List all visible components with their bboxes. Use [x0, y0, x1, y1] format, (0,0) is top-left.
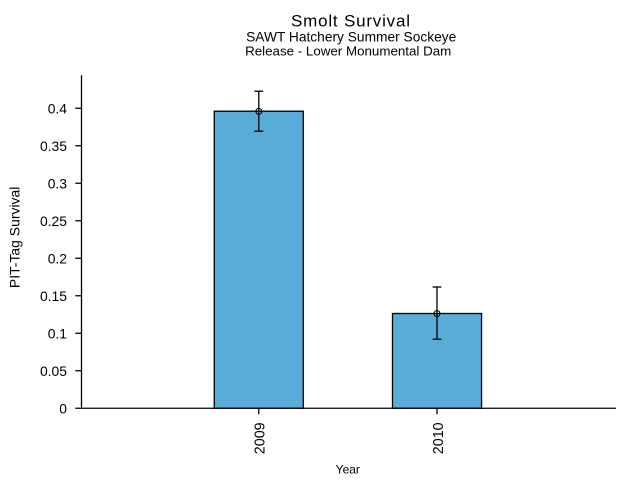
- svg-text:PIT-Tag Survival: PIT-Tag Survival: [7, 187, 23, 288]
- svg-text:Release - Lower Monumental Dam: Release - Lower Monumental Dam: [245, 43, 451, 58]
- svg-text:0.35: 0.35: [40, 138, 67, 154]
- svg-text:0.1: 0.1: [48, 325, 68, 341]
- svg-text:0.05: 0.05: [40, 363, 67, 379]
- svg-text:0.3: 0.3: [48, 175, 68, 191]
- svg-text:SAWT Hatchery Summer Sockeye: SAWT Hatchery Summer Sockeye: [246, 29, 456, 44]
- svg-text:Smolt Survival: Smolt Survival: [291, 12, 411, 31]
- svg-text:0.15: 0.15: [40, 288, 67, 304]
- svg-text:2009: 2009: [252, 422, 268, 454]
- svg-text:Year: Year: [336, 462, 360, 476]
- svg-text:0: 0: [59, 400, 67, 416]
- svg-text:0.4: 0.4: [48, 100, 68, 116]
- svg-text:2010: 2010: [431, 422, 447, 454]
- svg-text:0.2: 0.2: [48, 250, 68, 266]
- svg-text:0.25: 0.25: [40, 213, 67, 229]
